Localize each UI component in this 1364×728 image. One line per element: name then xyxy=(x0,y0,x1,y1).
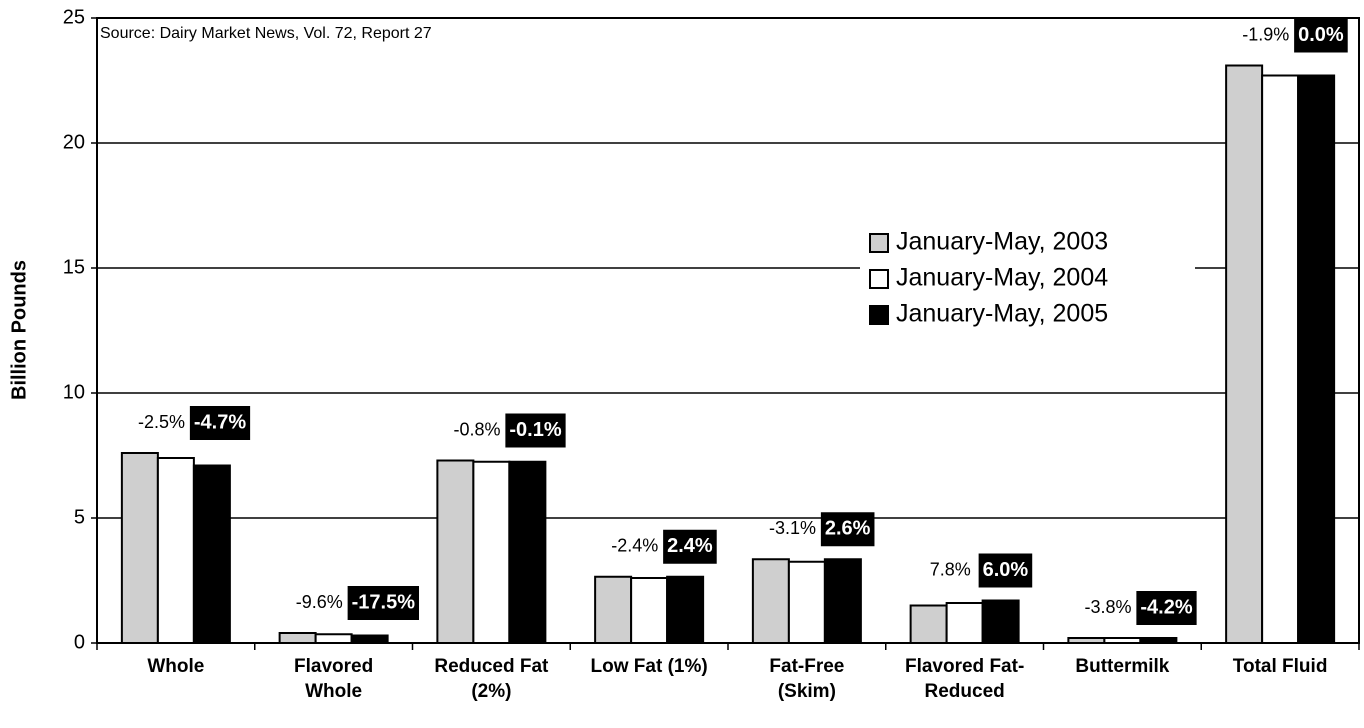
y-tick-label: 20 xyxy=(63,131,85,153)
change-box xyxy=(820,512,875,547)
bar xyxy=(1067,637,1106,644)
x-tick-label: Reduced Fat (2%) xyxy=(434,656,549,702)
x-tick-line: Total Fluid xyxy=(1233,656,1328,677)
x-tick-line: Flavored Fat- xyxy=(905,656,1024,677)
change-label: -2.5% xyxy=(138,412,185,432)
change-label-bold: 2.4% xyxy=(667,535,713,557)
x-tick-label: Whole xyxy=(147,656,204,677)
x-tick-label: Flavored Whole xyxy=(294,656,373,702)
change-label: -1.9% xyxy=(1242,24,1289,44)
bar xyxy=(1297,74,1336,644)
bar xyxy=(436,459,475,644)
bar xyxy=(594,575,633,644)
bar xyxy=(1139,637,1178,644)
change-label: -0.8% xyxy=(453,419,500,439)
source-note: Source: Dairy Market News, Vol. 72, Repo… xyxy=(100,25,432,42)
bar xyxy=(156,457,195,644)
legend-label: January-May, 2005 xyxy=(896,300,1108,328)
change-label: 7.8% xyxy=(930,559,971,579)
bar xyxy=(823,558,862,644)
change-label-bold: 0.0% xyxy=(1298,24,1344,46)
bar xyxy=(787,560,826,644)
change-label-bold: -17.5% xyxy=(352,591,416,613)
x-tick-line: Buttermilk xyxy=(1075,656,1169,677)
legend-swatch xyxy=(869,305,889,325)
bar xyxy=(120,452,159,644)
change-box xyxy=(1136,591,1197,625)
change-box xyxy=(1294,18,1348,53)
x-tick-label: Fat-Free (Skim) xyxy=(769,656,844,702)
legend-swatch xyxy=(869,269,889,289)
change-label-bold: 2.6% xyxy=(825,518,871,540)
change-label-bold: -0.1% xyxy=(509,419,561,441)
legend-label: January-May, 2003 xyxy=(896,228,1108,256)
x-tick-line: Low Fat (1%) xyxy=(591,656,708,677)
y-tick-label: 0 xyxy=(74,631,85,653)
x-tick-line: Flavored xyxy=(294,656,373,677)
bar xyxy=(909,604,948,644)
y-axis-label: Billion Pounds xyxy=(8,260,30,400)
bar xyxy=(981,599,1020,644)
change-label: -2.4% xyxy=(611,536,658,556)
y-tick-label: 15 xyxy=(63,256,85,278)
bar xyxy=(192,464,231,644)
bar xyxy=(751,558,790,644)
bar xyxy=(350,634,389,644)
change-box xyxy=(663,529,717,564)
x-tick-line: Whole xyxy=(305,681,362,702)
bar xyxy=(630,577,669,644)
change-label-bold: 6.0% xyxy=(983,559,1029,581)
change-label: -9.6% xyxy=(296,592,343,612)
x-tick-line: (2%) xyxy=(471,681,511,702)
bar xyxy=(278,632,317,644)
bar xyxy=(666,575,705,644)
bar xyxy=(472,460,511,644)
bar xyxy=(1103,637,1142,644)
x-tick-label: Total Fluid xyxy=(1233,656,1328,677)
x-tick-line: Whole xyxy=(147,656,204,677)
x-tick-label: Low Fat (1%) xyxy=(591,656,708,677)
change-label-bold: -4.2% xyxy=(1140,596,1192,618)
change-box xyxy=(189,406,251,440)
change-box xyxy=(978,553,1033,588)
bar xyxy=(508,460,547,644)
x-tick-label: Buttermilk xyxy=(1075,656,1169,677)
y-tick-label: 25 xyxy=(63,6,85,28)
legend-label: January-May, 2004 xyxy=(896,264,1108,292)
legend-swatch xyxy=(869,233,889,253)
legend-box xyxy=(860,220,1195,338)
x-tick-line: Reduced xyxy=(925,681,1005,702)
bar xyxy=(945,602,984,644)
x-tick-line: (Skim) xyxy=(778,681,836,702)
x-tick-label: Flavored Fat- Reduced xyxy=(905,656,1024,702)
x-tick-line: Fat-Free xyxy=(769,656,844,677)
change-box xyxy=(505,413,566,448)
change-label-bold: -4.7% xyxy=(194,411,246,433)
y-tick-label: 10 xyxy=(63,381,85,403)
bar xyxy=(314,633,353,644)
change-label: -3.1% xyxy=(769,518,816,538)
bar xyxy=(1225,64,1264,644)
bar xyxy=(1261,74,1300,644)
y-tick-label: 5 xyxy=(74,506,85,528)
x-tick-line: Reduced Fat xyxy=(434,656,549,677)
change-box xyxy=(347,586,419,620)
change-label: -3.8% xyxy=(1084,597,1131,617)
